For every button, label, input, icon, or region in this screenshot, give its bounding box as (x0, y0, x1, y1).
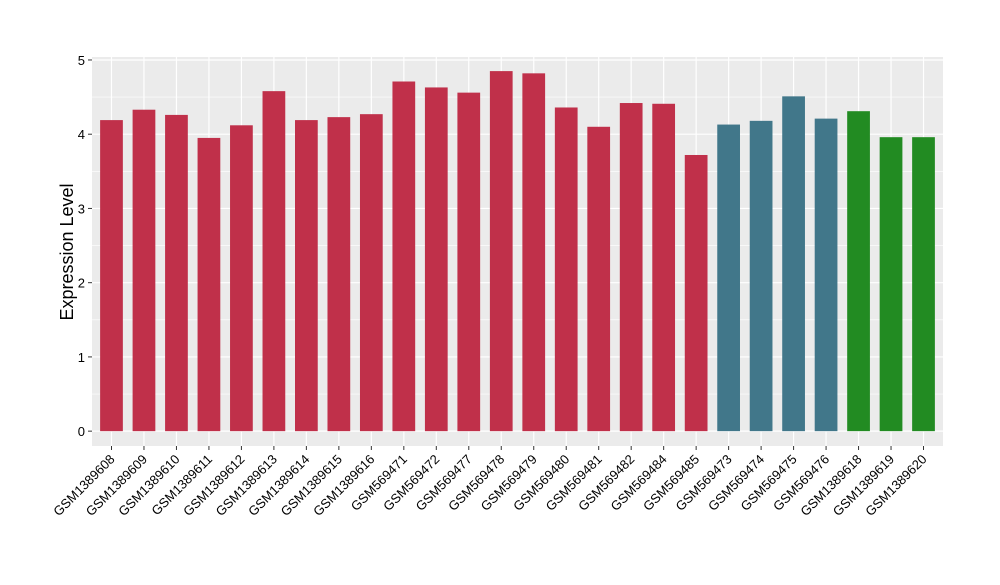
bar-GSM1389620 (912, 137, 935, 432)
bar-GSM569485 (684, 154, 708, 432)
bar-GSM569480 (554, 107, 578, 432)
bars (100, 71, 935, 432)
bar-GSM569471 (392, 81, 416, 432)
bar-GSM1389618 (847, 111, 870, 432)
y-tick-label: 3 (78, 201, 85, 216)
bar-GSM1389608 (100, 120, 123, 432)
bar-GSM1389615 (327, 117, 351, 432)
x-axis: GSM1389608GSM1389609GSM1389610GSM1389611… (50, 446, 930, 519)
bar-GSM1389613 (262, 91, 286, 432)
bar-GSM569481 (587, 126, 611, 432)
bar-GSM569472 (424, 87, 448, 432)
y-tick-label: 5 (78, 53, 85, 68)
bar-GSM569484 (652, 103, 676, 432)
y-tick-label: 4 (78, 127, 85, 142)
bar-GSM569473 (717, 124, 740, 432)
bar-GSM569478 (489, 71, 513, 432)
y-tick-label: 2 (78, 276, 85, 291)
y-axis-title: Expression Level (57, 183, 77, 320)
bar-GSM1389612 (230, 125, 253, 432)
bar-GSM1389610 (165, 114, 188, 432)
y-axis: 0 1 2 3 4 5 (78, 53, 92, 439)
y-tick-label: 1 (78, 350, 85, 365)
bar-GSM569476 (814, 118, 838, 432)
bar-GSM1389609 (132, 109, 156, 432)
bar-GSM569482 (619, 103, 643, 432)
bar-GSM1389614 (295, 120, 318, 432)
y-tick-label: 0 (78, 424, 85, 439)
bar-GSM569477 (457, 92, 481, 432)
bar-GSM1389616 (359, 114, 383, 432)
bar-GSM569474 (749, 120, 773, 432)
bar-GSM569479 (522, 73, 546, 432)
bar-GSM1389611 (197, 137, 221, 432)
bar-GSM569475 (782, 96, 805, 432)
bar-GSM1389619 (879, 137, 903, 432)
